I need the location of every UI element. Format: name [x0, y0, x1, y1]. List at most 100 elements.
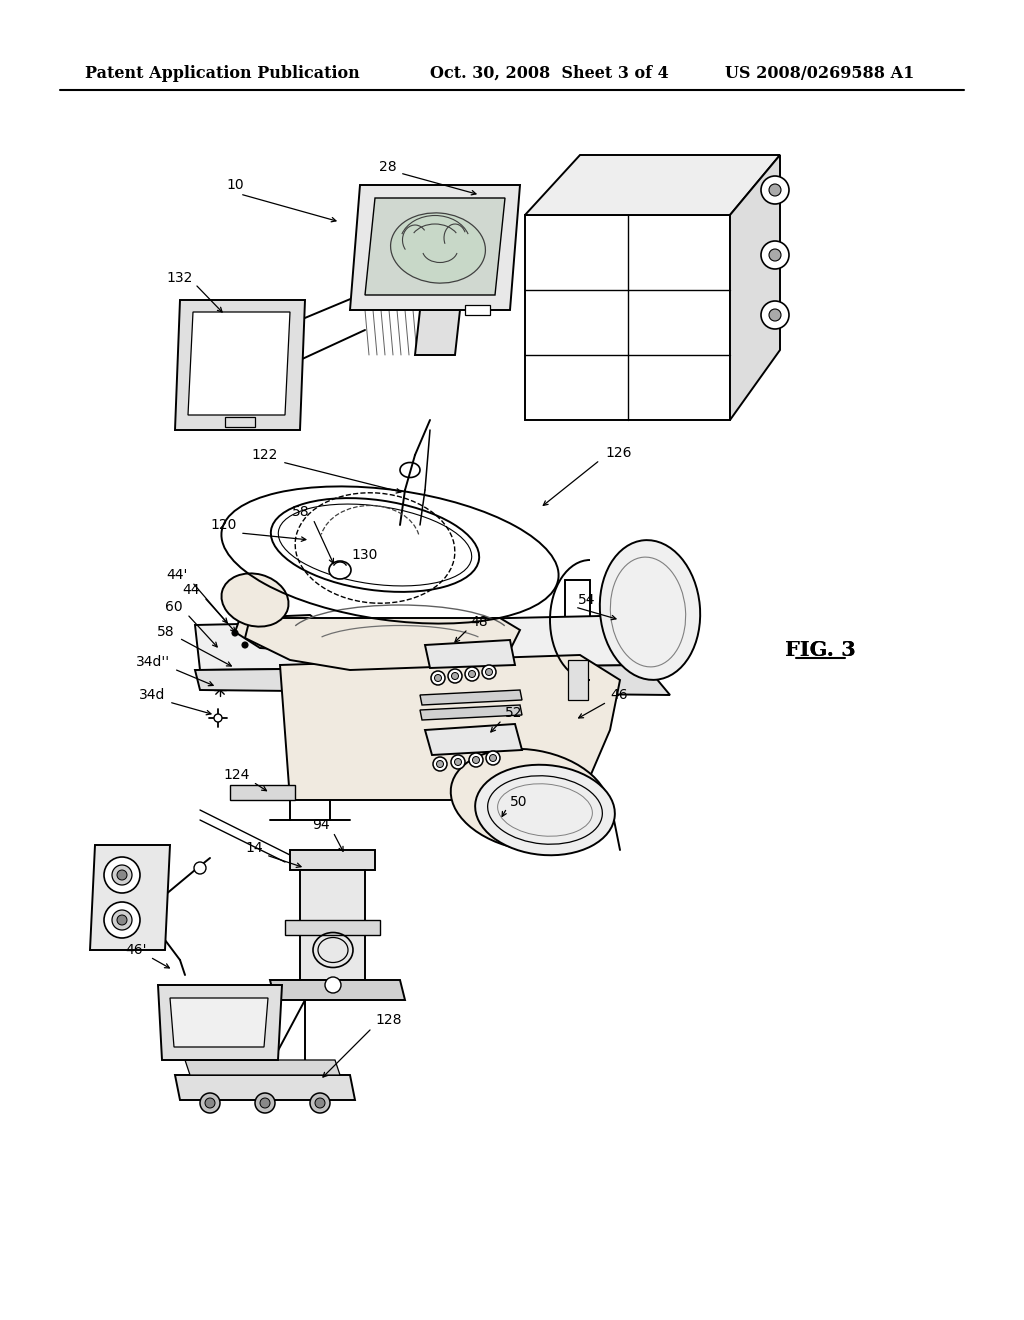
Circle shape [465, 667, 479, 681]
Text: Patent Application Publication: Patent Application Publication [85, 65, 359, 82]
Circle shape [769, 183, 781, 195]
Text: 120: 120 [211, 517, 237, 532]
Circle shape [469, 671, 475, 677]
Polygon shape [420, 690, 522, 705]
Polygon shape [225, 417, 255, 426]
Polygon shape [280, 655, 620, 800]
Text: 132: 132 [167, 271, 193, 285]
Polygon shape [568, 660, 588, 700]
Text: 122: 122 [252, 447, 278, 462]
Polygon shape [270, 979, 406, 1001]
Circle shape [232, 630, 238, 636]
Ellipse shape [390, 213, 485, 282]
Polygon shape [465, 305, 490, 315]
Text: 124: 124 [223, 768, 250, 781]
Text: 44': 44' [167, 568, 188, 582]
Circle shape [489, 755, 497, 762]
Circle shape [451, 755, 465, 770]
Text: 58: 58 [158, 624, 175, 639]
Polygon shape [285, 920, 380, 935]
Text: 54: 54 [578, 593, 596, 607]
Text: 34d'': 34d'' [136, 655, 170, 669]
Text: 94: 94 [312, 818, 330, 832]
Circle shape [761, 301, 790, 329]
Polygon shape [365, 198, 505, 294]
Ellipse shape [451, 748, 609, 851]
Text: 130: 130 [352, 548, 378, 562]
Polygon shape [158, 985, 282, 1060]
Polygon shape [245, 618, 520, 671]
Circle shape [469, 752, 483, 767]
Polygon shape [170, 998, 268, 1047]
Circle shape [769, 309, 781, 321]
Polygon shape [90, 845, 170, 950]
Polygon shape [415, 310, 460, 355]
Polygon shape [425, 640, 515, 668]
Circle shape [433, 756, 447, 771]
Polygon shape [730, 154, 780, 420]
Text: US 2008/0269588 A1: US 2008/0269588 A1 [725, 65, 914, 82]
Text: 44: 44 [182, 583, 200, 597]
Polygon shape [195, 615, 670, 671]
Polygon shape [234, 615, 330, 649]
Polygon shape [290, 850, 375, 870]
Circle shape [761, 242, 790, 269]
Circle shape [200, 1093, 220, 1113]
Ellipse shape [221, 573, 289, 627]
Polygon shape [425, 723, 522, 755]
Text: 10: 10 [226, 178, 244, 191]
Text: 28: 28 [379, 160, 397, 174]
Text: 58: 58 [293, 506, 310, 519]
Circle shape [194, 862, 206, 874]
Polygon shape [525, 215, 730, 420]
Text: Oct. 30, 2008  Sheet 3 of 4: Oct. 30, 2008 Sheet 3 of 4 [430, 65, 669, 82]
Ellipse shape [329, 561, 351, 579]
Circle shape [434, 675, 441, 681]
Polygon shape [230, 785, 295, 800]
Circle shape [104, 902, 140, 939]
Polygon shape [175, 1074, 355, 1100]
Circle shape [112, 909, 132, 931]
Circle shape [436, 760, 443, 767]
Polygon shape [175, 300, 305, 430]
Polygon shape [185, 1060, 340, 1074]
Text: 128: 128 [375, 1012, 401, 1027]
Circle shape [761, 176, 790, 205]
Text: 60: 60 [165, 601, 183, 614]
Polygon shape [188, 312, 290, 414]
Circle shape [117, 870, 127, 880]
Text: 46: 46 [610, 688, 628, 702]
Circle shape [452, 672, 459, 680]
Circle shape [112, 865, 132, 884]
Text: 52: 52 [505, 706, 522, 719]
Circle shape [117, 915, 127, 925]
Polygon shape [300, 870, 365, 979]
Circle shape [431, 671, 445, 685]
Polygon shape [350, 185, 520, 310]
Circle shape [449, 669, 462, 682]
Circle shape [242, 642, 248, 648]
Circle shape [255, 1093, 275, 1113]
Circle shape [325, 977, 341, 993]
Text: 46': 46' [126, 942, 147, 957]
Text: 48: 48 [470, 615, 487, 630]
Circle shape [769, 249, 781, 261]
Circle shape [104, 857, 140, 894]
Text: FIG. 3: FIG. 3 [784, 640, 855, 660]
Circle shape [472, 756, 479, 763]
Circle shape [315, 1098, 325, 1107]
Circle shape [455, 759, 462, 766]
Circle shape [310, 1093, 330, 1113]
Circle shape [485, 668, 493, 676]
Circle shape [482, 665, 496, 678]
Text: 14: 14 [246, 841, 263, 855]
Polygon shape [420, 705, 522, 719]
Ellipse shape [475, 764, 614, 855]
Polygon shape [195, 665, 670, 696]
Circle shape [260, 1098, 270, 1107]
Circle shape [205, 1098, 215, 1107]
Circle shape [214, 714, 222, 722]
Circle shape [486, 751, 500, 766]
Polygon shape [525, 154, 780, 215]
Text: 50: 50 [510, 795, 527, 809]
